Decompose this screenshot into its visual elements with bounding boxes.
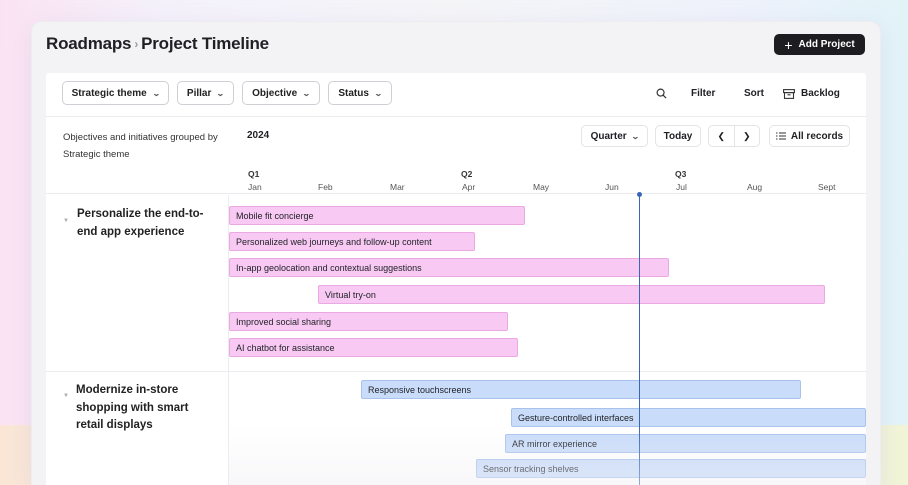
month-label: Jul bbox=[676, 182, 687, 192]
quarter-label: Q3 bbox=[675, 169, 687, 179]
app-window: Roadmaps › Project Timeline + Add Projec… bbox=[32, 22, 880, 485]
filter-button-label: Filter bbox=[691, 88, 716, 99]
timeline-panel: Strategic theme ⌄ Pillar ⌄ Objective ⌄ Stat… bbox=[46, 73, 866, 485]
month-label: Sept bbox=[818, 182, 836, 192]
today-marker-line bbox=[639, 193, 640, 485]
timeline-header: Objectives and initiatives grouped by St… bbox=[46, 118, 866, 194]
initiative-bar[interactable]: In-app geolocation and contextual sugges… bbox=[229, 258, 669, 277]
plus-icon: + bbox=[784, 36, 793, 53]
month-label: Mar bbox=[390, 182, 405, 192]
filter-pillar[interactable]: Pillar ⌄ bbox=[177, 81, 234, 105]
backlog-button-label: Backlog bbox=[801, 88, 840, 99]
page-title: Project Timeline bbox=[141, 34, 269, 53]
quarter-label: Q2 bbox=[461, 169, 473, 179]
next-period-button[interactable]: ❯ bbox=[735, 126, 760, 146]
prev-period-button[interactable]: ❮ bbox=[709, 126, 735, 146]
search-icon bbox=[656, 88, 667, 99]
month-label: Aug bbox=[747, 182, 763, 192]
sort-button-label: Sort bbox=[744, 88, 764, 99]
collapse-caret-icon[interactable]: ▼ bbox=[63, 393, 69, 399]
chevron-left-icon: ❮ bbox=[717, 130, 726, 141]
chevron-down-icon: ⌄ bbox=[373, 88, 383, 98]
group-divider bbox=[46, 371, 866, 372]
year-label: 2024 bbox=[247, 130, 270, 141]
today-marker-dot bbox=[637, 192, 642, 197]
initiative-bar[interactable]: Mobile fit concierge bbox=[229, 206, 525, 225]
filter-label: Strategic theme bbox=[71, 87, 147, 99]
breadcrumb-separator: › bbox=[134, 37, 139, 51]
zoom-select[interactable]: Quarter ⌄ bbox=[581, 125, 648, 147]
initiative-bar[interactable]: Personalized web journeys and follow-up … bbox=[229, 232, 475, 251]
breadcrumb-root[interactable]: Roadmaps bbox=[46, 34, 132, 53]
add-project-label: Add Project bbox=[798, 39, 855, 50]
zoom-label: Quarter bbox=[590, 130, 627, 142]
month-label: Jun bbox=[605, 182, 619, 192]
add-project-button[interactable]: + Add Project bbox=[774, 34, 865, 55]
chevron-down-icon: ⌄ bbox=[216, 88, 226, 98]
search-button[interactable] bbox=[656, 88, 667, 99]
chevron-down-icon: ⌄ bbox=[151, 88, 161, 98]
filter-bar: Strategic theme ⌄ Pillar ⌄ Objective ⌄ Stat… bbox=[46, 73, 866, 117]
group-title: Personalize the end-to-end app experienc… bbox=[77, 208, 204, 238]
initiative-bar[interactable]: Virtual try-on bbox=[318, 285, 825, 304]
filter-button[interactable]: Filter bbox=[691, 88, 715, 99]
grouping-note: Objectives and initiatives grouped by St… bbox=[63, 132, 218, 160]
filter-status[interactable]: Status ⌄ bbox=[328, 81, 392, 105]
all-records-label: All records bbox=[790, 130, 844, 142]
initiative-bar[interactable]: Responsive touchscreens bbox=[361, 380, 801, 399]
backlog-button[interactable]: Backlog bbox=[783, 88, 840, 99]
month-label: May bbox=[533, 182, 550, 192]
quarter-label: Q1 bbox=[248, 169, 260, 179]
collapse-caret-icon[interactable]: ▼ bbox=[63, 218, 69, 224]
list-icon bbox=[775, 132, 786, 140]
filter-objective[interactable]: Objective ⌄ bbox=[242, 81, 320, 105]
filter-strategic-theme[interactable]: Strategic theme ⌄ bbox=[62, 81, 169, 105]
all-records-button[interactable]: All records bbox=[769, 125, 850, 147]
archive-icon bbox=[783, 88, 795, 99]
initiative-bar[interactable]: AI chatbot for assistance bbox=[229, 338, 518, 357]
today-button[interactable]: Today bbox=[655, 125, 701, 147]
header: Roadmaps › Project Timeline + Add Projec… bbox=[32, 22, 880, 70]
initiative-bar[interactable]: AR mirror experience bbox=[505, 434, 866, 453]
sort-button[interactable]: Sort bbox=[744, 88, 764, 99]
initiative-bar[interactable]: Improved social sharing bbox=[229, 312, 508, 331]
chevron-down-icon: ⌄ bbox=[302, 88, 311, 98]
breadcrumb: Roadmaps › Project Timeline bbox=[46, 34, 269, 54]
today-label: Today bbox=[663, 130, 693, 142]
initiative-bar[interactable]: Gesture-controlled interfaces bbox=[511, 408, 866, 427]
period-navigation: ❮ ❯ bbox=[708, 125, 760, 147]
month-label: Apr bbox=[462, 182, 476, 192]
group-column bbox=[46, 195, 229, 485]
filter-label: Objective bbox=[252, 87, 298, 99]
month-label: Jan bbox=[248, 182, 262, 192]
initiative-bar[interactable]: Sensor tracking shelves bbox=[476, 459, 866, 478]
filter-label: Pillar bbox=[186, 87, 212, 99]
chevron-down-icon: ⌄ bbox=[630, 131, 640, 141]
chevron-right-icon: ❯ bbox=[742, 130, 751, 141]
month-label: Feb bbox=[318, 182, 333, 192]
filter-label: Status bbox=[338, 87, 369, 99]
group-title: Modernize in-store shopping with smart r… bbox=[76, 384, 189, 431]
